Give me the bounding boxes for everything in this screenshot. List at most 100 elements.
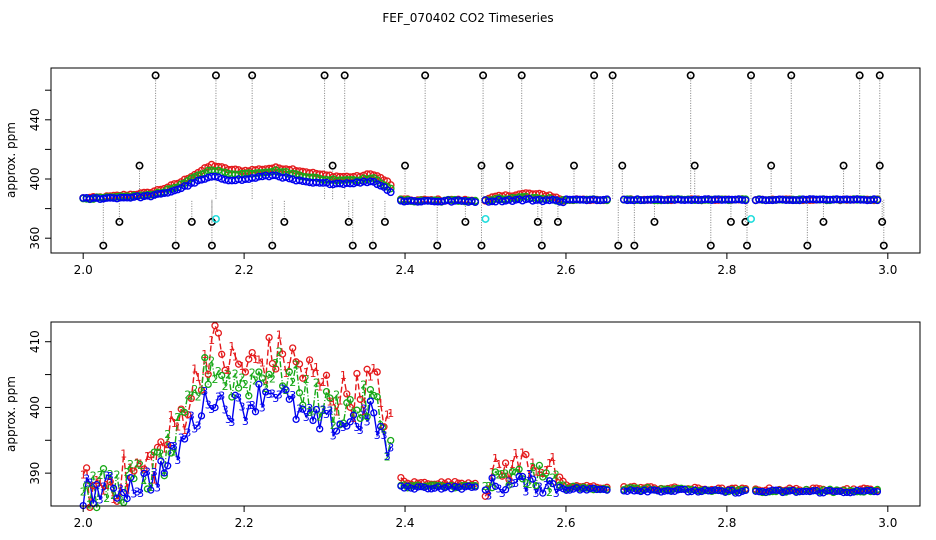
circle-marker-3 bbox=[441, 484, 449, 492]
figure-title: FEF_070402 CO2 Timeseries bbox=[382, 11, 553, 25]
digit-marker-2: 2 bbox=[303, 373, 310, 386]
digit-marker-2: 2 bbox=[198, 385, 205, 398]
digit-marker-2: 2 bbox=[164, 428, 171, 441]
circle-marker-3 bbox=[714, 486, 723, 495]
circle-marker-2 bbox=[505, 481, 513, 489]
circle-marker-3 bbox=[549, 479, 557, 488]
circle-marker-2 bbox=[363, 413, 371, 421]
circle-marker-1 bbox=[187, 394, 195, 403]
circle-marker-1 bbox=[322, 371, 331, 379]
digit-marker-2: 2 bbox=[124, 466, 131, 479]
circle-marker-1 bbox=[82, 464, 91, 472]
circle-marker-3 bbox=[292, 415, 300, 424]
circle-marker-3 bbox=[755, 488, 763, 496]
circle-marker-3 bbox=[694, 488, 702, 496]
bottom-x-tick-label: 2.8 bbox=[717, 516, 736, 530]
circle-marker-1 bbox=[498, 472, 506, 480]
circle-marker-3 bbox=[839, 488, 848, 497]
top-drop-lines bbox=[102, 75, 885, 246]
digit-marker-1: 1 bbox=[553, 475, 560, 488]
blue-point bbox=[163, 188, 172, 197]
blue-point bbox=[498, 197, 507, 206]
digit-marker-2: 2 bbox=[114, 469, 121, 482]
digit-marker-1: 1 bbox=[208, 334, 215, 347]
outlier-point bbox=[819, 217, 828, 226]
circle-marker-3 bbox=[414, 483, 422, 491]
circle-marker-3 bbox=[370, 409, 378, 417]
outlier-point bbox=[207, 241, 216, 250]
digit-marker-2: 2 bbox=[107, 468, 114, 481]
circle-marker-3 bbox=[674, 486, 682, 494]
circle-marker-3 bbox=[251, 408, 260, 416]
digit-marker-3: 3 bbox=[249, 399, 256, 412]
blue-point bbox=[738, 196, 747, 204]
digit-marker-3: 3 bbox=[330, 430, 337, 443]
digit-marker-3: 3 bbox=[526, 468, 533, 481]
outlier-point bbox=[747, 71, 756, 80]
circle-marker-3 bbox=[684, 488, 692, 496]
outlier-point bbox=[879, 241, 888, 250]
outlier-point bbox=[477, 241, 486, 250]
digit-marker-3: 3 bbox=[188, 410, 195, 423]
digit-marker-1: 1 bbox=[384, 409, 391, 422]
outlier-point bbox=[433, 241, 442, 250]
circle-marker-3 bbox=[113, 494, 121, 502]
digit-marker-3: 3 bbox=[215, 390, 222, 403]
circle-marker-3 bbox=[464, 482, 473, 490]
circle-marker-3 bbox=[802, 487, 811, 495]
circle-marker-3 bbox=[704, 487, 713, 495]
circle-marker-3 bbox=[471, 483, 479, 491]
circle-marker-1 bbox=[289, 344, 297, 352]
digit-marker-2: 2 bbox=[222, 380, 229, 393]
digit-marker-3: 3 bbox=[191, 423, 198, 436]
outlier-point bbox=[533, 217, 542, 226]
digit-marker-1: 1 bbox=[330, 395, 337, 408]
circle-marker-1 bbox=[197, 386, 206, 394]
digit-marker-3: 3 bbox=[289, 389, 296, 402]
cyan-point bbox=[747, 214, 756, 223]
circle-marker-3 bbox=[633, 486, 642, 495]
circle-marker-3 bbox=[376, 422, 385, 431]
circle-marker-3 bbox=[346, 418, 354, 426]
digit-marker-3: 3 bbox=[218, 390, 225, 403]
digit-marker-3: 3 bbox=[103, 469, 110, 482]
circle-marker-2 bbox=[322, 387, 331, 396]
circle-marker-3 bbox=[870, 487, 878, 496]
circle-marker-3 bbox=[231, 391, 239, 399]
bottom-y-tick-label: 410 bbox=[28, 330, 42, 353]
blue-point bbox=[211, 172, 219, 181]
digit-marker-1: 1 bbox=[549, 451, 556, 464]
circle-marker-3 bbox=[366, 397, 375, 405]
circle-marker-2 bbox=[488, 484, 496, 492]
circle-marker-1 bbox=[153, 443, 162, 452]
circle-marker-3 bbox=[623, 487, 631, 495]
digit-marker-1: 1 bbox=[333, 405, 340, 418]
digit-marker-2: 2 bbox=[526, 478, 533, 491]
circle-marker-1 bbox=[241, 368, 250, 376]
digit-marker-3: 3 bbox=[272, 392, 279, 405]
digit-marker-2: 2 bbox=[330, 419, 337, 432]
bottom-x-tick-label: 2.6 bbox=[556, 516, 575, 530]
circle-marker-3 bbox=[873, 488, 882, 496]
circle-marker-3 bbox=[461, 483, 469, 491]
outlier-point bbox=[517, 71, 526, 80]
digit-marker-1: 1 bbox=[103, 479, 110, 492]
blue-point bbox=[741, 196, 750, 205]
digit-marker-2: 2 bbox=[320, 404, 327, 417]
circle-marker-3 bbox=[785, 487, 794, 495]
circle-marker-3 bbox=[120, 489, 128, 497]
circle-marker-3 bbox=[826, 486, 834, 495]
digit-marker-1: 1 bbox=[276, 329, 283, 342]
circle-marker-3 bbox=[562, 486, 571, 494]
digit-marker-1: 1 bbox=[168, 409, 175, 422]
digit-marker-3: 3 bbox=[205, 398, 212, 411]
digit-marker-3: 3 bbox=[381, 429, 388, 442]
digit-marker-1: 1 bbox=[533, 465, 540, 478]
red-series-line bbox=[82, 323, 392, 508]
digit-marker-1: 1 bbox=[516, 463, 523, 476]
digit-marker-1: 1 bbox=[529, 457, 536, 470]
digit-marker-2: 2 bbox=[157, 448, 164, 461]
circle-marker-3 bbox=[670, 487, 679, 495]
digit-marker-1: 1 bbox=[171, 417, 178, 430]
